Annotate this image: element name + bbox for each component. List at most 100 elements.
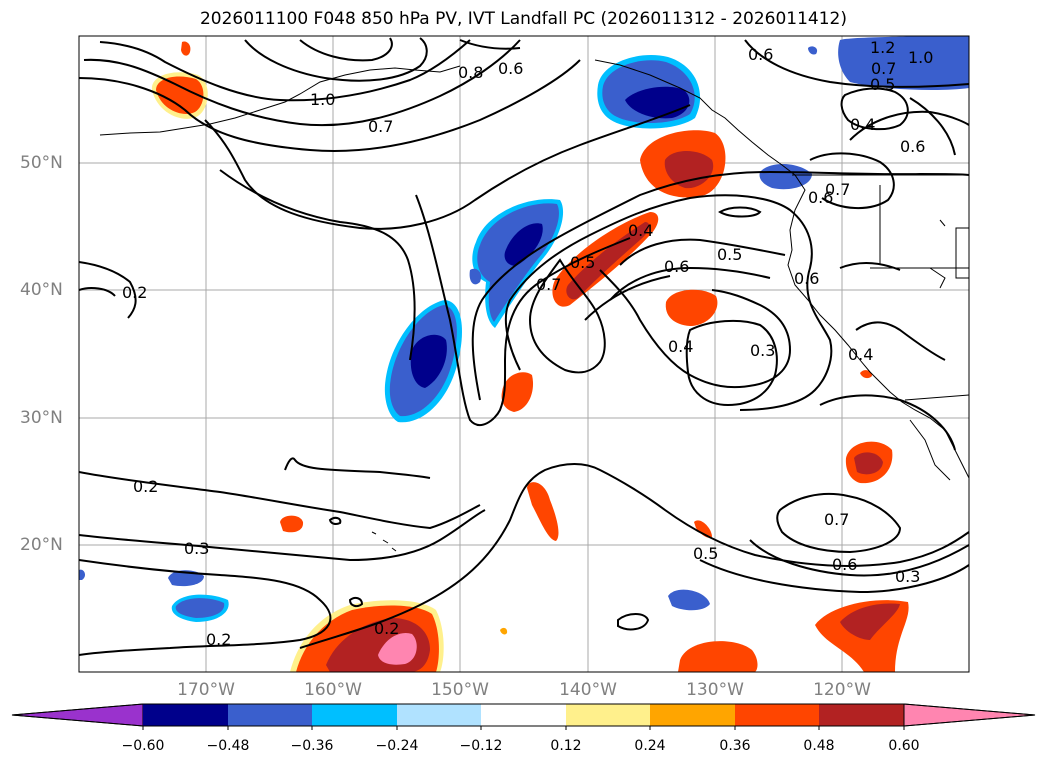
border [909, 419, 951, 481]
colorbar-tick-label: −0.12 [459, 738, 503, 754]
contour-label: 0.3 [895, 567, 920, 586]
pv-blob [668, 589, 710, 611]
colorbar-segment [143, 704, 228, 726]
lon-label-170w: 170°W [177, 680, 235, 700]
contour-label: 0.5 [717, 245, 742, 264]
coastline [929, 219, 946, 289]
contour-label: 0.5 [693, 544, 718, 563]
contour-label: 0.2 [122, 283, 147, 302]
pv-blob [501, 372, 534, 412]
contour-label: 0.7 [536, 275, 561, 294]
lat-label-20n: 20°N [20, 535, 63, 555]
colorbar-tick-label: 0.24 [634, 738, 666, 754]
contour [348, 596, 364, 608]
contour-label: 0.4 [848, 345, 873, 364]
contour-label: 0.8 [458, 63, 483, 82]
contour [699, 559, 969, 594]
contour [599, 269, 792, 389]
contour [776, 492, 902, 554]
contour [299, 463, 969, 649]
contour [79, 261, 137, 319]
border [904, 394, 969, 401]
contour [79, 559, 332, 656]
contour-label: 0.7 [368, 117, 393, 136]
pv-blob [469, 268, 482, 285]
contour [83, 39, 521, 127]
colorbar-tick-label: 0.36 [719, 738, 751, 754]
pv-blob [840, 603, 900, 640]
contour [584, 275, 671, 321]
colorbar-tick-label: 0.48 [803, 738, 835, 754]
pv-blob [838, 36, 969, 90]
lon-label-130w: 130°W [686, 680, 744, 700]
contour-label: 0.6 [664, 257, 689, 276]
lon-label-140w: 140°W [559, 680, 617, 700]
pv-blob [79, 569, 86, 580]
contour [855, 321, 946, 361]
pv-contours [79, 37, 969, 656]
lat-label-50n: 50°N [20, 153, 63, 173]
pv-blob [175, 598, 225, 618]
contour-label: 1.0 [310, 90, 335, 109]
border [955, 227, 969, 279]
contour-label: 0.2 [133, 477, 158, 496]
colorbar-segment [819, 704, 904, 726]
contour-label: 0.6 [808, 188, 833, 207]
contour [219, 169, 416, 361]
contour [504, 194, 833, 411]
contour [471, 170, 969, 401]
contour [718, 206, 762, 218]
contour [619, 238, 786, 266]
contour-label: 0.2 [374, 619, 399, 638]
colorbar-segment [566, 704, 650, 726]
contour [284, 457, 431, 479]
contour [840, 87, 909, 131]
contour-label: 0.6 [832, 555, 857, 574]
colorbar-tick-label: 0.60 [888, 738, 920, 754]
pv-blob [860, 370, 872, 379]
contour-label: 0.4 [668, 337, 693, 356]
contour [685, 319, 778, 407]
contour-label: 0.6 [794, 269, 819, 288]
pv-blob [694, 520, 712, 538]
pv-blob [808, 46, 818, 55]
contour [459, 39, 521, 50]
colorbar-tick-label: −0.24 [375, 738, 419, 754]
contour-label: 0.3 [184, 539, 209, 558]
contour-label: 0.6 [900, 137, 925, 156]
contour [809, 152, 895, 210]
lat-label-30n: 30°N [20, 408, 63, 428]
contour [609, 266, 771, 301]
contour [909, 97, 956, 156]
lon-label-160w: 160°W [304, 680, 362, 700]
contour-label: 0.5 [870, 75, 895, 94]
pv-blob [759, 163, 812, 190]
contour [328, 516, 342, 525]
contour [79, 471, 481, 530]
contour [749, 539, 969, 577]
contour-label: 0.6 [498, 59, 523, 78]
map-title: 2026011100 F048 850 hPa PV, IVT Landfall… [199, 9, 847, 29]
coastline [99, 65, 461, 136]
map-frame [78, 35, 970, 673]
contour-label: 0.7 [824, 510, 849, 529]
colorbar-segment [735, 704, 819, 726]
pv-positive-anomalies [151, 41, 909, 672]
colorbar-segment [312, 704, 397, 726]
contour [415, 194, 631, 426]
colorbar [11, 703, 1036, 730]
colorbar-tick-label: 0.12 [550, 738, 582, 754]
colorbar-segment [650, 704, 735, 726]
contour [79, 509, 486, 562]
contour [99, 39, 471, 102]
contour-label: 1.2 [870, 38, 895, 57]
coastline [594, 59, 969, 479]
contour-label: 0.7 [871, 59, 896, 78]
pv-blob [678, 641, 758, 672]
pv-negative-anomalies [79, 36, 969, 622]
pv-blob [854, 452, 883, 475]
colorbar-tick-label: −0.60 [121, 738, 165, 754]
contour-label: 0.4 [850, 115, 875, 134]
colorbar-segment [481, 704, 566, 726]
